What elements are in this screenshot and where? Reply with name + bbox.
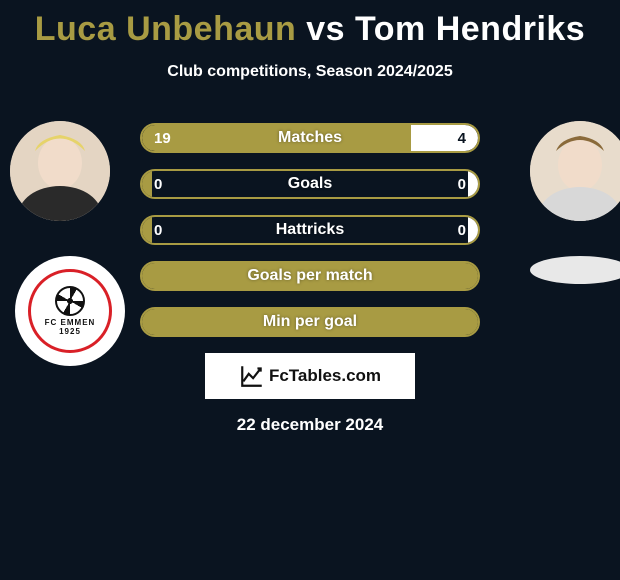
stat-row: 00Goals	[140, 169, 480, 199]
stat-label: Goals per match	[142, 267, 478, 285]
title-vs: vs	[306, 10, 345, 48]
stat-label: Hattricks	[142, 221, 478, 239]
stat-label: Goals	[142, 175, 478, 193]
player1-club-badge: FC EMMEN 1925	[15, 256, 125, 366]
stat-row: Goals per match	[140, 261, 480, 291]
stat-label: Matches	[142, 129, 478, 147]
stat-row: Min per goal	[140, 307, 480, 337]
player2-avatar-svg	[530, 121, 620, 221]
club-year-text: 1925	[59, 327, 81, 336]
title-player1: Luca Unbehaun	[35, 10, 297, 48]
comparison-title: Luca Unbehaun vs Tom Hendriks	[0, 0, 620, 49]
stat-row: 00Hattricks	[140, 215, 480, 245]
title-player2: Tom Hendriks	[355, 10, 585, 48]
fc-emmen-logo: FC EMMEN 1925	[28, 269, 112, 353]
player2-avatar	[530, 121, 620, 221]
stat-bars: 194Matches 00Goals 00Hattricks Goals per ma…	[140, 121, 480, 337]
comparison-body: FC EMMEN 1925 194Matches 00Goals 00Hattric…	[0, 121, 620, 337]
stat-row: 194Matches	[140, 123, 480, 153]
player1-avatar-svg	[10, 121, 110, 221]
player1-avatar	[10, 121, 110, 221]
stat-label: Min per goal	[142, 313, 478, 331]
soccer-ball-icon	[55, 286, 85, 316]
brand-box: FcTables.com	[205, 353, 415, 399]
player2-club-badge	[530, 256, 620, 284]
brand-chart-icon	[239, 363, 265, 389]
date-text: 22 december 2024	[0, 415, 620, 435]
brand-text: FcTables.com	[269, 366, 381, 386]
club-name-text: FC EMMEN	[45, 318, 96, 327]
subtitle: Club competitions, Season 2024/2025	[0, 63, 620, 81]
